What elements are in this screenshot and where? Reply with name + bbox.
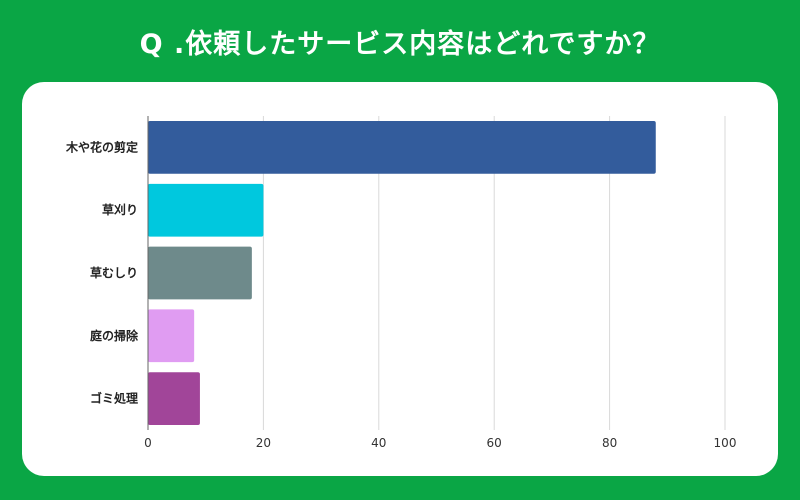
bar-4 [148, 309, 195, 363]
category-label-3: 草むしり [90, 265, 138, 280]
category-label-5: ゴミ処理 [90, 391, 138, 406]
category-label-2: 草刈り [102, 202, 138, 217]
x-tick-label-1: 20 [256, 436, 271, 450]
bar-5 [148, 372, 200, 425]
category-label-1: 木や花の剪定 [65, 139, 138, 154]
bar-1 [148, 121, 656, 174]
bar-3 [148, 246, 252, 300]
x-tick-label-3: 60 [487, 436, 502, 450]
bar-2 [148, 183, 264, 237]
x-tick-label-0: 0 [144, 436, 152, 450]
category-label-4: 庭の掃除 [90, 328, 139, 343]
x-tick-label-4: 80 [602, 436, 617, 450]
question-title: Q .依頼したサービス内容はどれですか？ [139, 29, 661, 60]
x-tick-label-5: 100 [714, 436, 737, 450]
x-tick-label-2: 40 [371, 436, 386, 450]
chart-card: 木や花の剪定草刈り草むしり庭の掃除ゴミ処理 0 20 40 60 80 100 [22, 82, 778, 476]
